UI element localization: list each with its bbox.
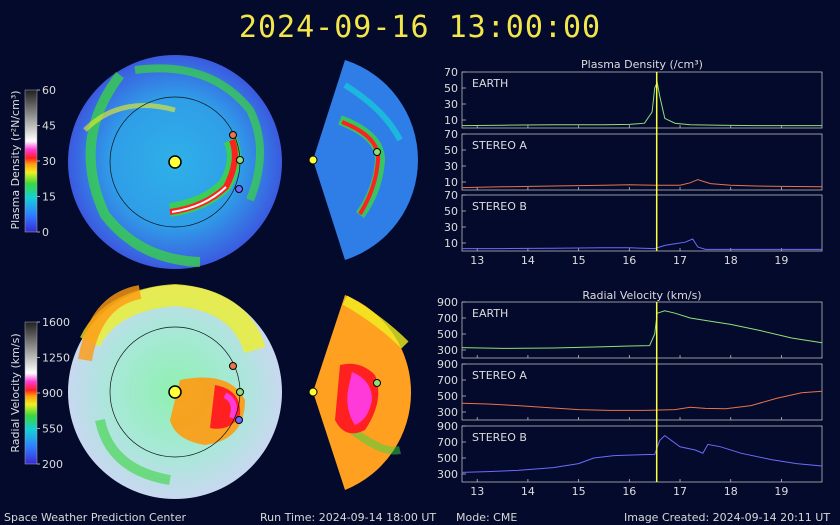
stereo-a-marker: [229, 131, 237, 139]
series-line: [461, 390, 823, 411]
panel-frame: [461, 425, 823, 483]
velocity-x-tick-label: 14: [521, 485, 535, 498]
density-chart-title: Plasma Density (/cm³): [581, 58, 703, 71]
y-tick-label: 10: [444, 176, 458, 189]
velocity-panel-stereo-a: 300 500 700 900 STEREO A: [437, 358, 823, 421]
y-tick-label: 300: [437, 468, 458, 481]
velocity-x-tick-label: 18: [724, 485, 738, 498]
velocity-panel-earth: 300 500 700 900 EARTH: [437, 296, 823, 359]
density-x-tick-label: 13: [470, 254, 484, 267]
y-tick-label: 500: [437, 390, 458, 403]
density-colorbar: Plasma Density (r²N/cm³) 0 15 30 45 60: [9, 84, 56, 239]
footer-center: Space Weather Prediction Center: [4, 511, 186, 524]
panel-label: STEREO A: [472, 139, 527, 152]
density-panel-stereo-a: 10 30 50 70 STEREO A: [444, 128, 823, 191]
density-x-tick-label: 16: [622, 254, 636, 267]
y-tick-label: 50: [444, 205, 458, 218]
footer-run-time: Run Time: 2024-09-14 18:00 UT: [260, 511, 437, 524]
velocity-x-tick-label: 13: [470, 485, 484, 498]
y-tick-label: 70: [444, 189, 458, 202]
y-tick-label: 900: [437, 358, 458, 371]
density-meridional-wedge: [308, 60, 418, 260]
y-tick-label: 10: [444, 237, 458, 250]
velocity-panel-stereo-b: 300 500 700 900 STEREO B: [437, 420, 823, 483]
density-ecliptic-disk: [68, 55, 282, 269]
velocity-ecliptic-disk: [68, 283, 282, 499]
density-x-tick-label: 15: [572, 254, 586, 267]
y-tick-label: 700: [437, 436, 458, 449]
y-tick-label: 900: [437, 420, 458, 433]
y-tick-label: 300: [437, 406, 458, 419]
velocity-colorbar-tick-label: 200: [42, 458, 63, 471]
velocity-x-tick-label: 17: [673, 485, 687, 498]
velocity-meridional-wedge: [308, 295, 412, 490]
density-x-tick-label: 19: [774, 254, 788, 267]
panel-label: STEREO B: [472, 200, 527, 213]
series-line: [461, 80, 822, 127]
density-x-tick-label: 17: [673, 254, 687, 267]
y-tick-label: 30: [444, 160, 458, 173]
earth-marker: [236, 156, 244, 164]
panel-label: STEREO B: [472, 431, 527, 444]
density-panel-stereo-b: 10 30 50 70 STEREO B: [444, 189, 823, 252]
y-tick-label: 500: [437, 328, 458, 341]
density-x-tick-label: 14: [521, 254, 535, 267]
velocity-colorbar-tick-label: 550: [42, 423, 63, 436]
velocity-chart-title: Radial Velocity (km/s): [582, 289, 701, 302]
velocity-x-tick-label: 16: [622, 485, 636, 498]
panel-frame: [461, 363, 823, 421]
y-tick-label: 700: [437, 312, 458, 325]
series-line: [461, 310, 823, 349]
panel-label: EARTH: [472, 307, 508, 320]
y-tick-label: 700: [437, 374, 458, 387]
panel-label: EARTH: [472, 77, 508, 90]
density-colorbar-tick-label: 15: [42, 191, 56, 204]
panel-frame: [461, 71, 823, 129]
footer-image-created: Image Created: 2024-09-14 20:11 UT: [624, 511, 831, 524]
y-tick-label: 50: [444, 82, 458, 95]
density-colorbar-tick-label: 60: [42, 84, 56, 97]
y-tick-label: 300: [437, 344, 458, 357]
y-tick-label: 70: [444, 128, 458, 141]
sun-marker: [168, 155, 182, 169]
panel-frame: [461, 301, 823, 359]
panel-frame: [461, 133, 823, 191]
y-tick-label: 500: [437, 452, 458, 465]
y-tick-label: 30: [444, 98, 458, 111]
velocity-x-tick-label: 19: [774, 485, 788, 498]
timestamp-title: 2024-09-16 13:00:00: [238, 10, 602, 45]
velocity-colorbar-ticks: 200 550 900 1250 1600: [37, 316, 70, 471]
density-colorbar-ticks: 0 15 30 45 60: [37, 84, 56, 239]
density-x-tick-label: 18: [724, 254, 738, 267]
series-line: [461, 179, 823, 189]
velocity-colorbar-tick-label: 900: [42, 387, 63, 400]
density-colorbar-tick-label: 45: [42, 120, 56, 133]
density-colorbar-tick-label: 0: [42, 226, 49, 239]
panel-label: STEREO A: [472, 369, 527, 382]
y-tick-label: 10: [444, 114, 458, 127]
y-tick-label: 900: [437, 296, 458, 309]
stereo-b-marker: [235, 185, 243, 193]
velocity-colorbar-label: Radial Velocity (km/s): [9, 333, 22, 452]
density-colorbar-tick-label: 30: [42, 155, 56, 168]
y-tick-label: 30: [444, 221, 458, 234]
y-tick-label: 70: [444, 66, 458, 79]
panel-frame: [461, 194, 823, 252]
sun-marker-meridional: [308, 155, 318, 165]
velocity-colorbar: Radial Velocity (km/s) 200 550 900 1250 1600: [9, 316, 70, 471]
velocity-colorbar-tick-label: 1600: [42, 316, 70, 329]
velocity-x-tick-label: 15: [572, 485, 586, 498]
density-panel-earth: 10 30 50 70 EARTH: [444, 66, 823, 129]
velocity-colorbar-tick-label: 1250: [42, 352, 70, 365]
series-line: [462, 238, 822, 250]
density-colorbar-label: Plasma Density (r²N/cm³): [9, 90, 22, 229]
y-tick-label: 50: [444, 144, 458, 157]
series-line: [461, 434, 823, 473]
footer-mode: Mode: CME: [456, 511, 518, 524]
